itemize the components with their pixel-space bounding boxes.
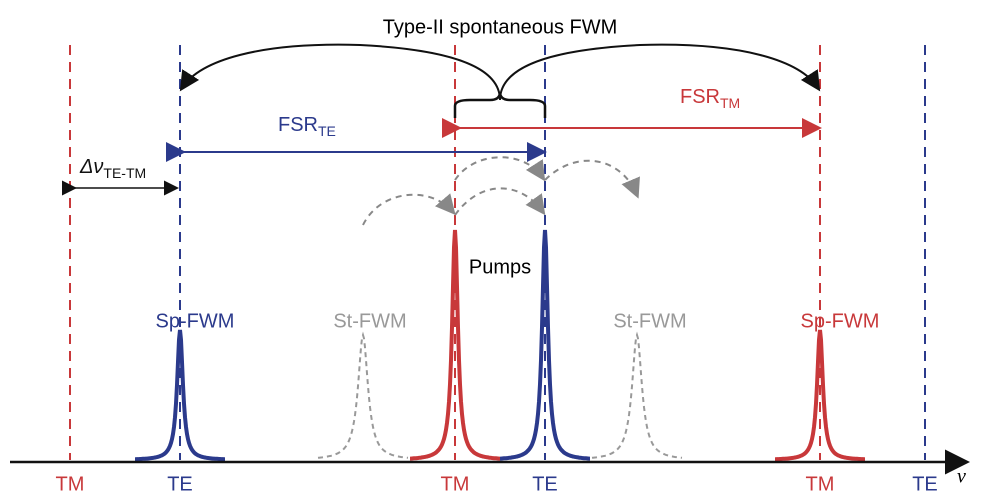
axis-labels: TM TE TM TE TM TE (56, 473, 938, 495)
peak (410, 229, 500, 461)
axis-name: ν (957, 466, 966, 488)
axis-label: TE (912, 473, 938, 495)
arc-right (499, 43, 821, 101)
stimulated-arcs (362, 156, 640, 226)
peak (317, 331, 409, 459)
peak-label: Sp-FWM (156, 310, 235, 332)
fsr-te-label: FSRTE (278, 114, 336, 138)
title: Type-II spontaneous FWM (383, 16, 618, 38)
arc-left (179, 43, 501, 101)
axis-label: TM (441, 473, 470, 495)
peak (591, 331, 683, 459)
axis-label: TM (56, 473, 85, 495)
peak-label: St-FWM (613, 310, 686, 332)
delta-label: ΔνTE-TM (79, 156, 146, 180)
axis-label: TE (532, 473, 558, 495)
peak (500, 229, 590, 461)
peaks (135, 229, 865, 462)
resonance-lines (69, 45, 926, 460)
axis-label: TE (167, 473, 193, 495)
fsr-tm-label: FSRTM (680, 86, 740, 110)
peak-label: St-FWM (333, 310, 406, 332)
pumps-label: Pumps (469, 256, 531, 278)
peak-label: Sp-FWM (801, 310, 880, 332)
axis-label: TM (806, 473, 835, 495)
bracket (453, 91, 547, 118)
peak (135, 329, 225, 462)
peak (775, 329, 865, 462)
